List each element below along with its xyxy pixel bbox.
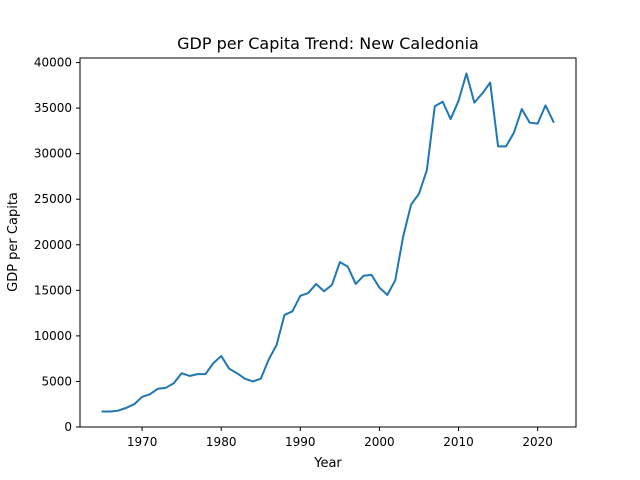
- x-axis: 1970 1980 1990 2000 2010 2020: [127, 427, 553, 449]
- x-tick-label: 1980: [206, 435, 237, 449]
- x-tick-label: 2010: [443, 435, 474, 449]
- y-tick-label: 40000: [34, 56, 72, 70]
- series-line: [101, 72, 555, 413]
- y-axis: 0 5000 10000 15000 20000 25000 30000 35000 40000: [34, 56, 80, 434]
- y-tick-label: 0: [64, 420, 72, 434]
- x-tick-label: 2000: [364, 435, 395, 449]
- y-tick-label: 15000: [34, 283, 72, 297]
- y-tick-label: 30000: [34, 147, 72, 161]
- y-axis-label: GDP per Capita: [6, 192, 21, 292]
- y-tick-label: 25000: [34, 192, 72, 206]
- y-tick-label: 20000: [34, 238, 72, 252]
- x-tick-label: 1990: [285, 435, 316, 449]
- y-tick-label: 10000: [34, 329, 72, 343]
- x-axis-label: Year: [313, 456, 342, 471]
- y-tick-label: 35000: [34, 101, 72, 115]
- plot-frame: [79, 57, 577, 428]
- chart-title: GDP per Capita Trend: New Caledonia: [177, 34, 479, 53]
- x-tick-label: 1970: [127, 435, 158, 449]
- plot-area: [101, 72, 555, 413]
- y-tick-label: 5000: [41, 374, 72, 388]
- x-tick-label: 2020: [522, 435, 553, 449]
